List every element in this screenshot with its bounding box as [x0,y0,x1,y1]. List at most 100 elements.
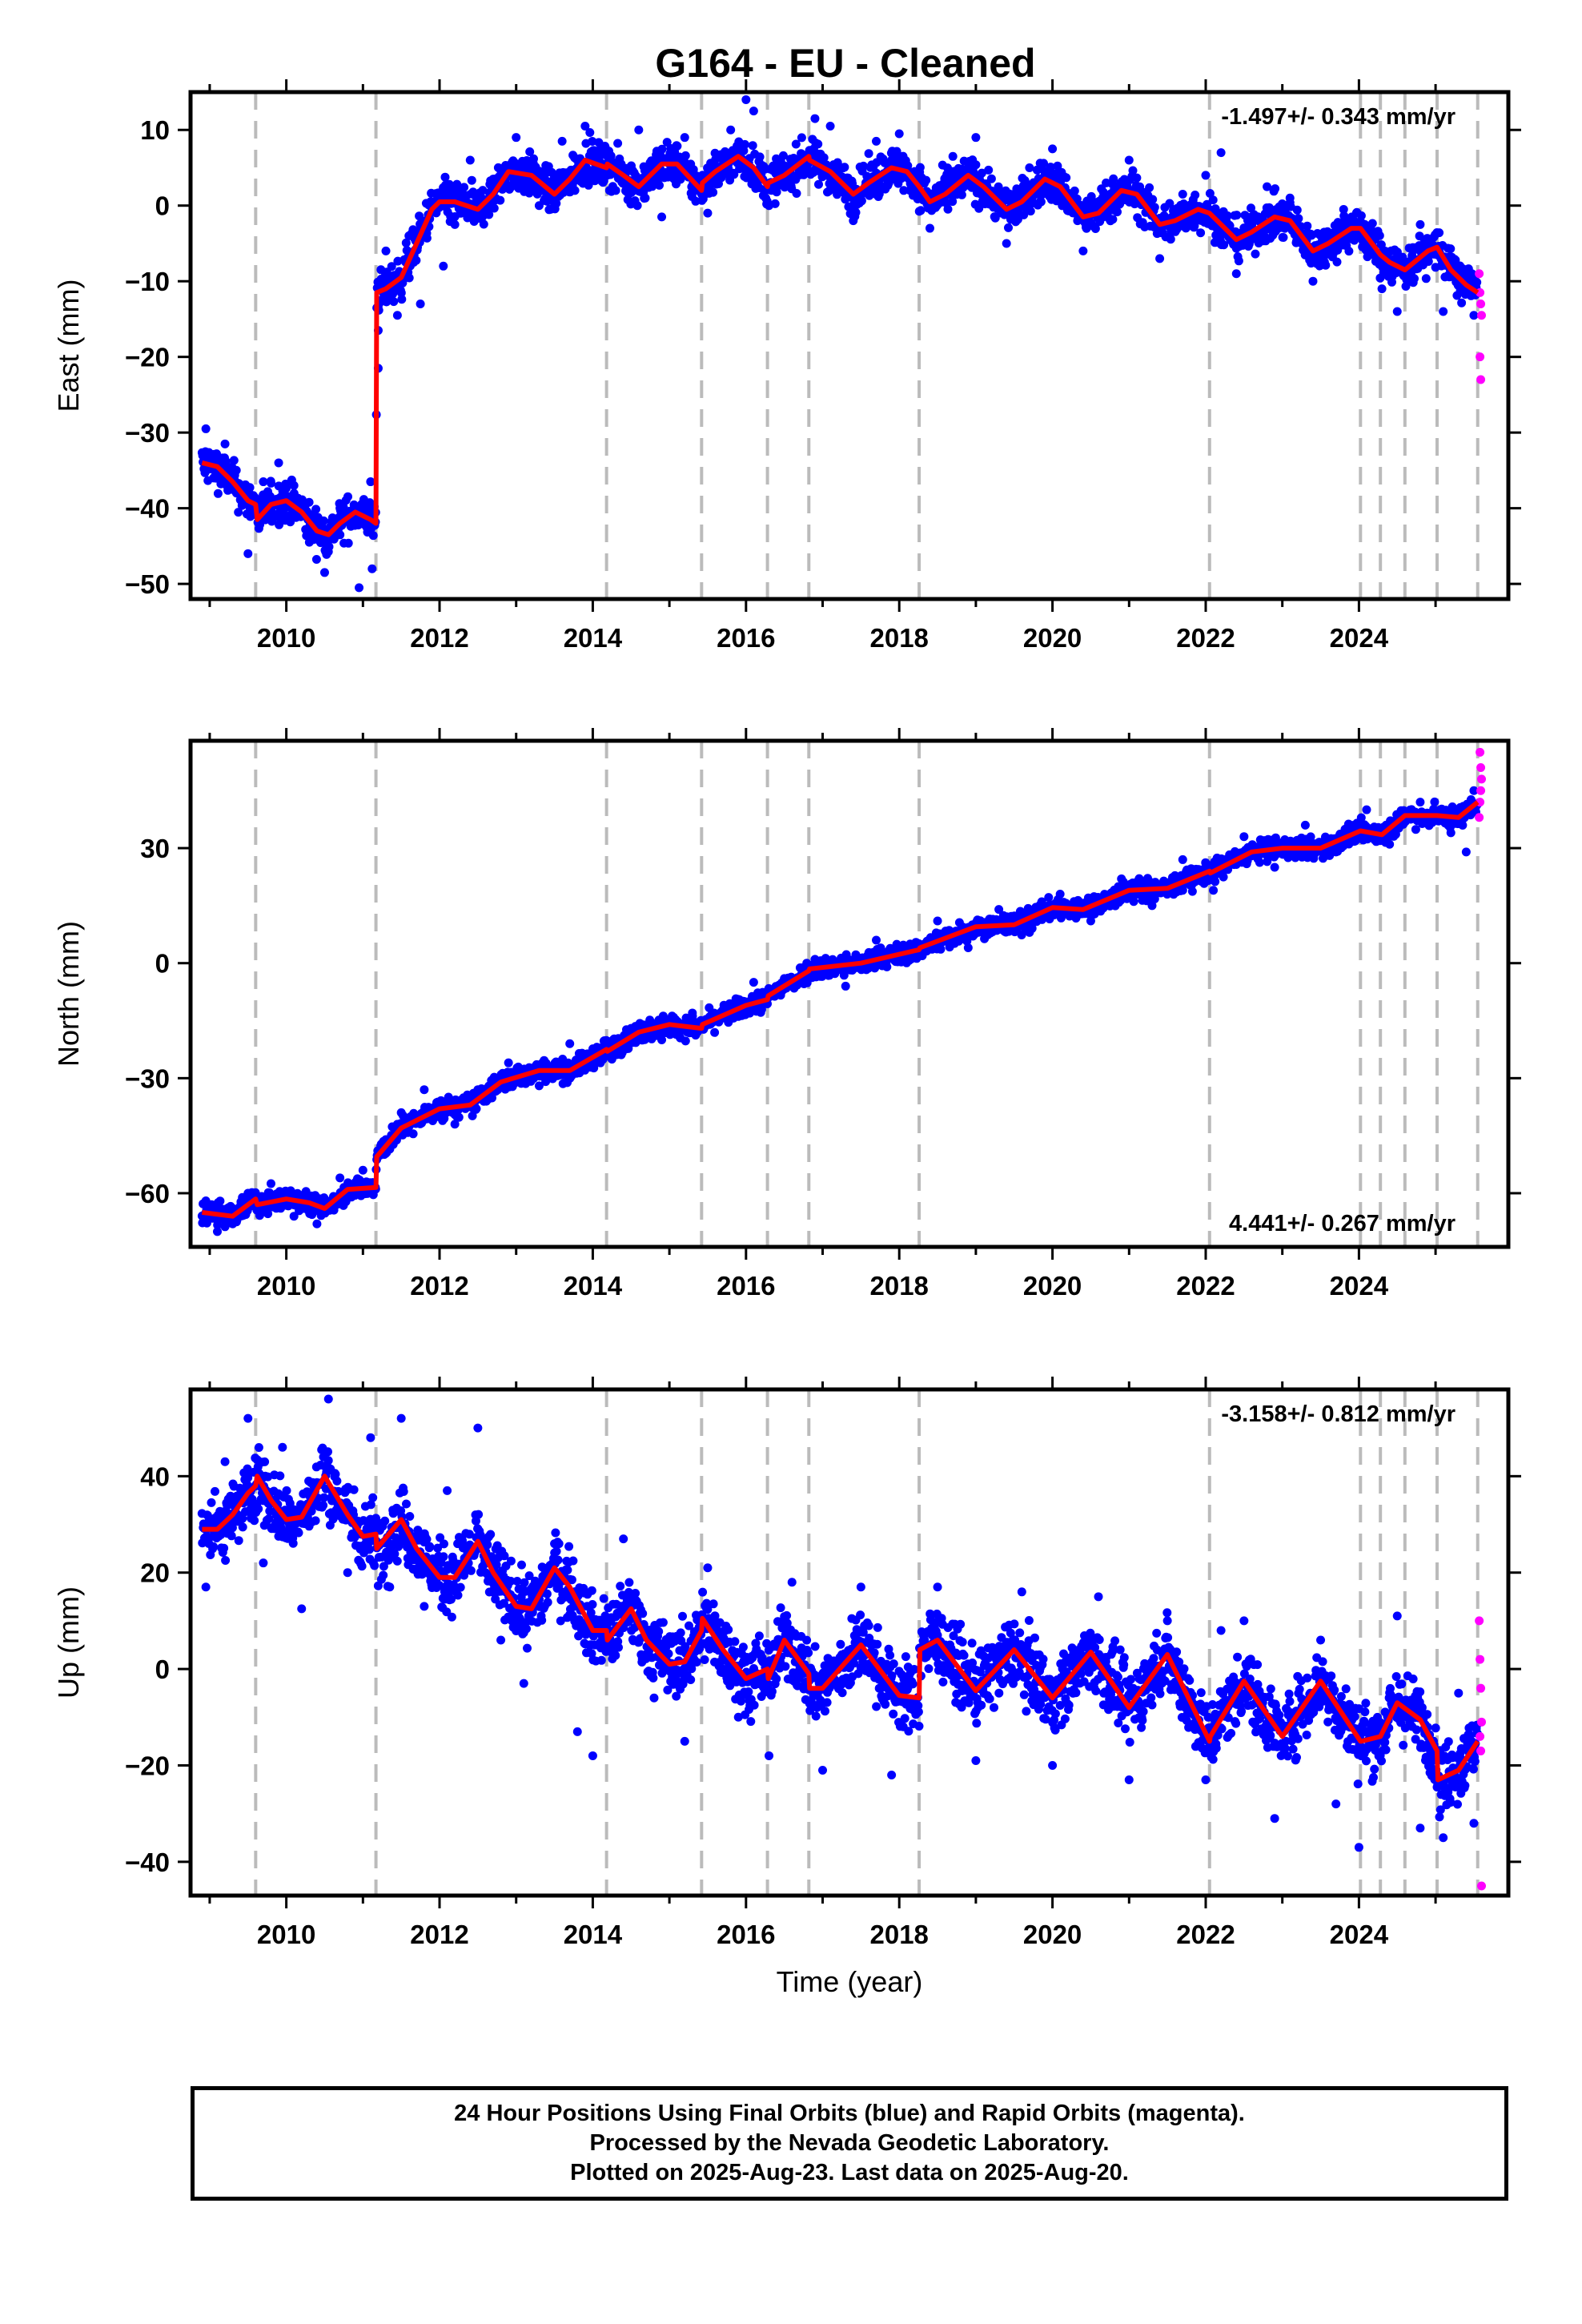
north-final-point [201,1196,211,1206]
north-y-label: North (mm) [52,921,85,1067]
east-final-point [1339,204,1348,214]
east-final-point [1048,144,1058,154]
east-final-point [1285,193,1295,203]
north-final-point [565,1039,575,1048]
east-final-points [197,94,1482,593]
up-x-tick-label: 2018 [869,1920,928,1949]
east-final-point [259,477,268,487]
up-final-point [1216,1626,1226,1635]
up-final-point [201,1582,211,1592]
up-final-point [1270,1814,1279,1823]
up-x-tick-label: 2016 [717,1920,775,1949]
up-final-point [1415,1823,1425,1833]
up-y-axis: 40 20 0 −20 −40 [125,1462,1521,1877]
east-final-point [765,201,774,211]
up-final-point [971,1755,981,1765]
north-final-point [688,1008,697,1018]
up-final-point [649,1693,659,1703]
east-rapid-point [1475,269,1484,279]
north-rapid-point [1477,774,1487,784]
north-final-point [1469,786,1479,795]
east-final-point [925,223,934,233]
up-final-point [1048,1760,1058,1770]
up-final-point [1201,1775,1211,1785]
east-final-point [741,94,751,104]
up-x-tick-label: 2010 [257,1920,315,1949]
up-final-point [519,1679,528,1688]
north-y-tick-label: −60 [125,1179,170,1208]
up-final-point [259,1558,268,1568]
east-final-point [381,246,391,255]
north-y-tick-label: 0 [155,949,170,979]
footer-line-orbits: 24 Hour Positions Using Final Orbits (bl… [454,2101,1245,2126]
north-final-point [1362,805,1371,814]
east-final-point [201,424,211,433]
up-final-point [420,1602,429,1611]
up-final-point [933,1582,942,1592]
north-final-point [1209,886,1219,895]
north-final-point [1415,798,1425,807]
east-y-tick-label: 0 [155,191,170,221]
east-final-point [1392,307,1402,316]
east-x-tick-label: 2018 [869,623,928,653]
up-rapid-point [1476,1746,1486,1755]
north-final-point [626,1023,636,1033]
north-final-point [243,1188,253,1198]
up-model-curve [202,1474,1480,1783]
up-x-tick-label: 2022 [1176,1920,1235,1949]
up-final-point [680,1736,689,1746]
east-final-point [1377,284,1387,294]
north-final-point [871,935,881,945]
up-panel: 2010 2012 2014 2016 2018 2020 2022 2024 40 20 0 −2… [52,1377,1521,1998]
up-final-point [572,1727,582,1736]
north-final-point [841,981,850,991]
east-final-point [948,151,958,161]
east-x-tick-label: 2022 [1176,623,1235,653]
east-final-point [703,208,713,218]
east-rapid-point [1477,311,1487,320]
east-final-point [825,122,835,131]
up-final-point [366,1433,375,1442]
north-final-point [1086,916,1095,926]
east-x-tick-label: 2020 [1023,623,1082,653]
east-final-point [810,114,820,123]
north-final-point [1300,820,1310,830]
east-final-point [274,458,283,468]
up-y-tick-label: −40 [125,1848,170,1877]
east-final-point [871,136,881,146]
up-final-point [1469,1819,1479,1828]
north-final-point [312,1219,322,1228]
up-final-point [1124,1775,1134,1785]
east-final-point [1178,190,1187,199]
up-rapid-point [1476,1731,1485,1741]
north-final-point [1055,890,1065,899]
east-final-point [243,549,253,558]
north-plot-frame [188,738,1511,1249]
north-final-cloud [197,795,1482,1232]
up-final-point [1316,1635,1326,1645]
north-final-point [1178,854,1187,864]
east-final-point [367,564,377,573]
east-x-tick-label: 2016 [717,623,775,653]
footer-line-processor: Processed by the Nevada Geodetic Laborat… [589,2130,1110,2156]
north-final-point [450,1120,460,1129]
footer-line-dates: Plotted on 2025-Aug-23. Last data on 202… [570,2160,1129,2185]
north-panel: 2010 2012 2014 2016 2018 2020 2022 2024 30 0 −30 −… [52,728,1521,1301]
east-y-axis: 10 0 −10 −20 −30 −40 −50 [125,115,1521,599]
up-rapid-points [1475,1616,1487,1891]
east-final-point [289,480,299,490]
up-rate-label: -3.158+/- 0.812 mm/yr [1221,1401,1456,1427]
east-y-tick-label: 10 [140,115,170,145]
north-y-tick-label: −30 [125,1063,170,1093]
north-final-point [963,943,973,953]
north-model-curve [202,800,1480,1219]
north-final-point [335,1173,345,1183]
up-final-point [1392,1611,1402,1621]
up-final-point [1162,1616,1172,1626]
up-final-point [787,1578,797,1587]
east-final-point [971,133,981,143]
up-final-point [818,1766,828,1775]
east-final-point [1102,178,1111,187]
east-panel: 2010 2012 2014 2016 2018 2020 2022 2024 10 0 −10 −… [52,79,1521,653]
north-final-point [810,955,820,964]
